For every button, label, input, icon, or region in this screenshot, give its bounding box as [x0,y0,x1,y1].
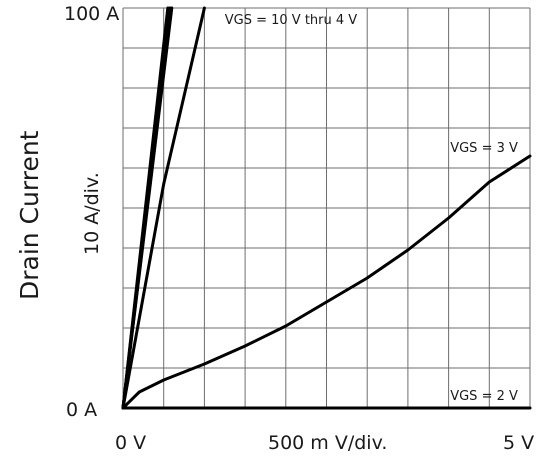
curve-annotation: VGS = 2 V [450,389,518,404]
x-axis-unit: 500 m V/div. [268,432,387,454]
annotations: VGS = 10 V thru 4 V VGS = 3 V VGS = 2 V [225,13,518,404]
series-line [121,154,532,410]
x-tick-right: 5 V [503,432,534,454]
curve-annotation: VGS = 10 V thru 4 V [225,13,358,28]
series-lines [121,6,532,410]
y-axis-unit: 10 A/div. [81,172,103,255]
series-line [121,6,174,410]
y-tick-top: 100 A [64,3,119,25]
x-tick-left: 0 V [115,432,146,454]
grid-lines [122,7,531,409]
y-tick-bottom: 0 A [66,399,97,421]
y-axis-label: Drain Current [15,130,44,300]
curve-annotation: VGS = 3 V [450,141,518,156]
series-line [121,6,206,410]
